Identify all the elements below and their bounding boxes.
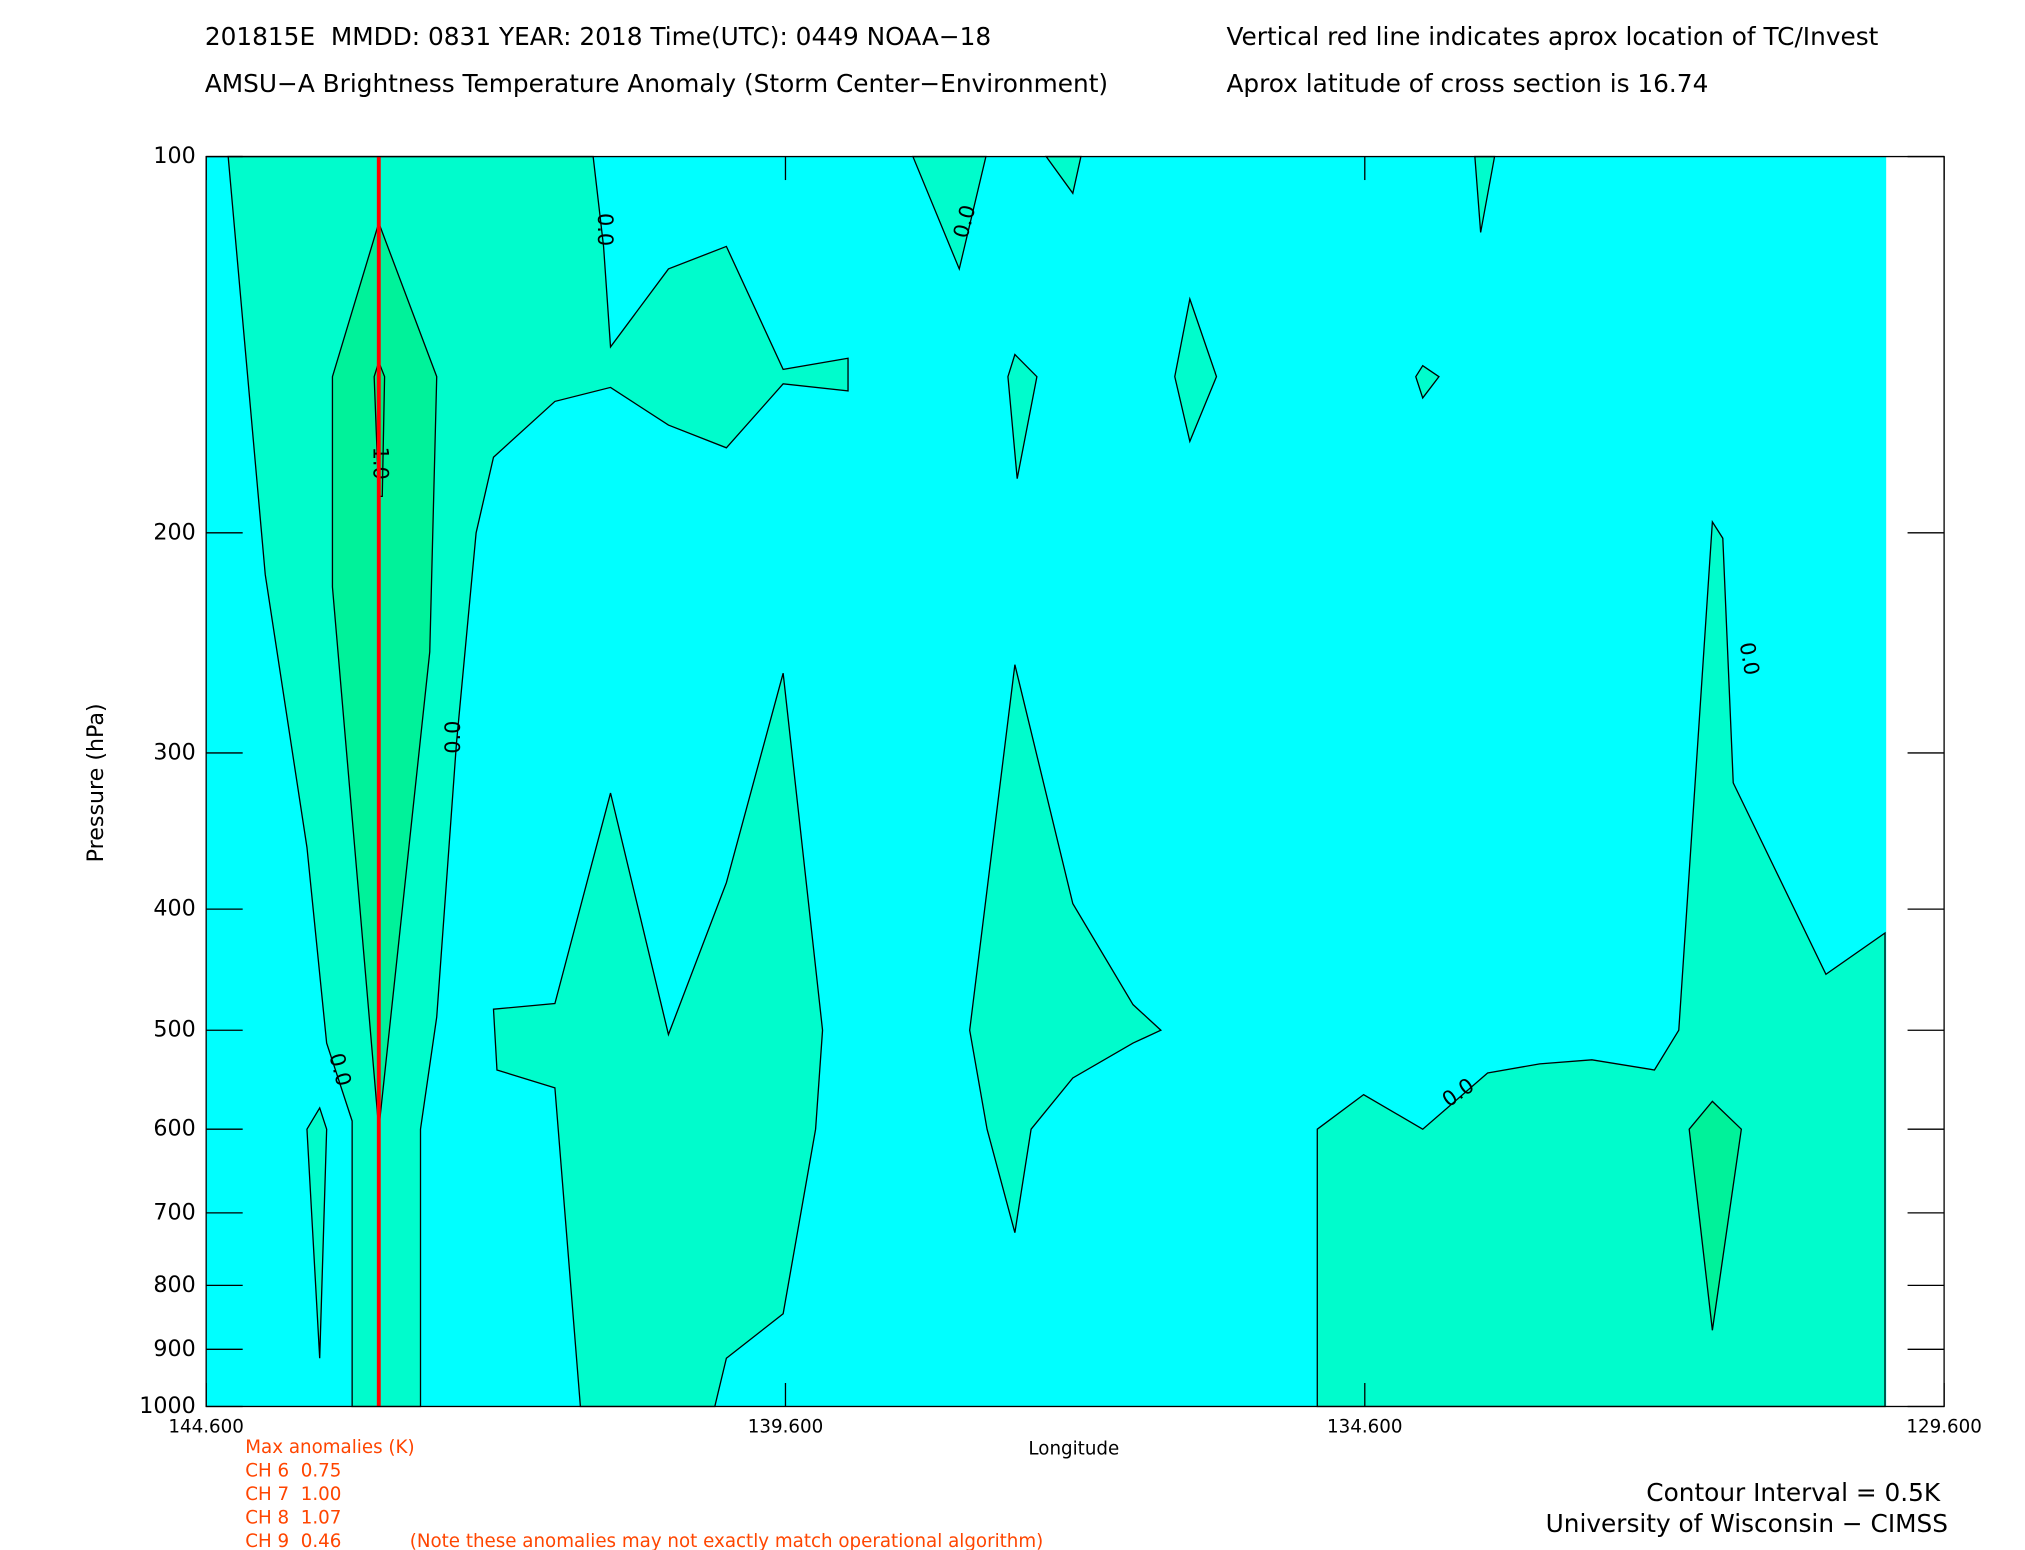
y-tick-label: 300 xyxy=(153,739,195,765)
anomaly-entry: CH 9 0.46 xyxy=(245,1531,341,1550)
contour-region xyxy=(1415,364,1440,400)
credit: Contour Interval = 0.5K xyxy=(1646,1478,1941,1507)
y-tick-label: 1000 xyxy=(139,1393,195,1419)
y-axis-label: Pressure (hPa) xyxy=(83,703,109,862)
x-tick-label: 144.600 xyxy=(168,1416,243,1437)
x-tick-label: 129.600 xyxy=(1906,1416,1981,1437)
y-tick-label: 200 xyxy=(153,519,195,545)
contour-region xyxy=(492,672,824,1408)
y-tick-label: 100 xyxy=(153,143,195,169)
header-line: AMSU−A Brightness Temperature Anomaly (S… xyxy=(205,69,1108,98)
y-tick-label: 500 xyxy=(153,1017,195,1043)
contour-label: 0.0 xyxy=(1735,640,1764,677)
contour-label: 0.0 xyxy=(441,721,465,754)
plot-frame xyxy=(205,155,1945,1408)
anomaly-entry: CH 6 0.75 xyxy=(245,1461,341,1482)
note-line: Aprox latitude of cross section is 16.74 xyxy=(1226,69,1708,98)
y-tick-label: 700 xyxy=(153,1199,195,1225)
contour-label: 0.0 xyxy=(593,213,617,246)
contour-region xyxy=(1316,519,1886,1408)
contour-region xyxy=(306,1106,328,1359)
contour-region xyxy=(969,664,1163,1233)
contour-region xyxy=(1174,296,1218,444)
y-tick-label: 900 xyxy=(153,1336,195,1362)
credit: University of Wisconsin − CIMSS xyxy=(1546,1509,1948,1538)
contour-region xyxy=(1007,353,1038,479)
y-tick-label: 600 xyxy=(153,1116,195,1142)
y-tick-label: 800 xyxy=(153,1272,195,1298)
x-tick-label: 139.600 xyxy=(748,1416,823,1437)
anomaly-entry: CH 7 1.00 xyxy=(245,1484,341,1505)
anomalies-note: (Note these anomalies may not exactly ma… xyxy=(410,1531,1044,1550)
x-axis-label: Longitude xyxy=(1028,1439,1119,1460)
header-line: 201815E MMDD: 0831 YEAR: 2018 Time(UTC):… xyxy=(205,22,991,51)
y-tick-label: 400 xyxy=(153,896,195,922)
anomaly-entry: CH 8 1.07 xyxy=(245,1508,341,1529)
note-line: Vertical red line indicates aprox locati… xyxy=(1226,22,1878,51)
x-tick-label: 134.600 xyxy=(1327,1416,1402,1437)
contour-region xyxy=(1688,1100,1743,1331)
anomalies-title: Max anomalies (K) xyxy=(245,1437,414,1458)
